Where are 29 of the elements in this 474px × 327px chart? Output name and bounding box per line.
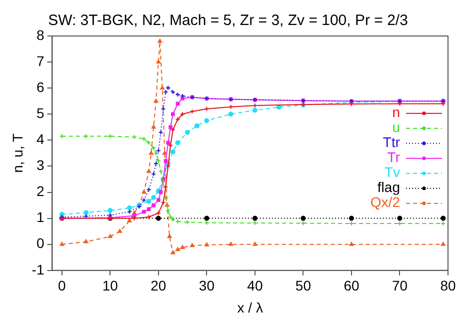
y-tick-label: 1 [36,209,44,226]
y-tick-label: -1 [32,261,44,278]
x-tick-label: 20 [150,278,166,294]
x-tick-label: 80 [440,278,456,294]
legend-label: Tr [387,149,400,166]
y-tick-label: 3 [36,157,44,174]
y-tick-label: 6 [36,78,44,95]
x-tick-label: 40 [247,278,263,294]
legend-label: flag [377,179,400,196]
y-tick-label: 7 [36,52,44,69]
y-tick-label: 2 [36,183,44,200]
x-tick-label: 60 [344,278,360,294]
y-tick-label: 4 [36,131,44,148]
x-tick-label: 30 [198,278,215,294]
x-tick-label: 70 [392,278,408,294]
x-tick-label: 0 [58,278,66,294]
legend-label: n [392,104,400,120]
y-tick-label: 0 [36,235,44,252]
x-tick-label: 10 [102,278,118,294]
y-tick-label: 8 [36,26,44,43]
y-axis-title: n, u, T [9,133,26,173]
legend-label: Tv [384,164,400,180]
chart-title: SW: 3T-BGK, N2, Mach = 5, Zr = 3, Zv = 100, Pr = 2/3 [48,12,408,30]
x-tick-label: 50 [295,278,312,294]
legend-label: Ttr [382,134,400,150]
y-tick-label: 5 [36,104,44,121]
legend-label: u [392,119,400,136]
x-axis-title: x / λ [237,299,263,316]
legend-label: Qx/2 [370,194,400,210]
